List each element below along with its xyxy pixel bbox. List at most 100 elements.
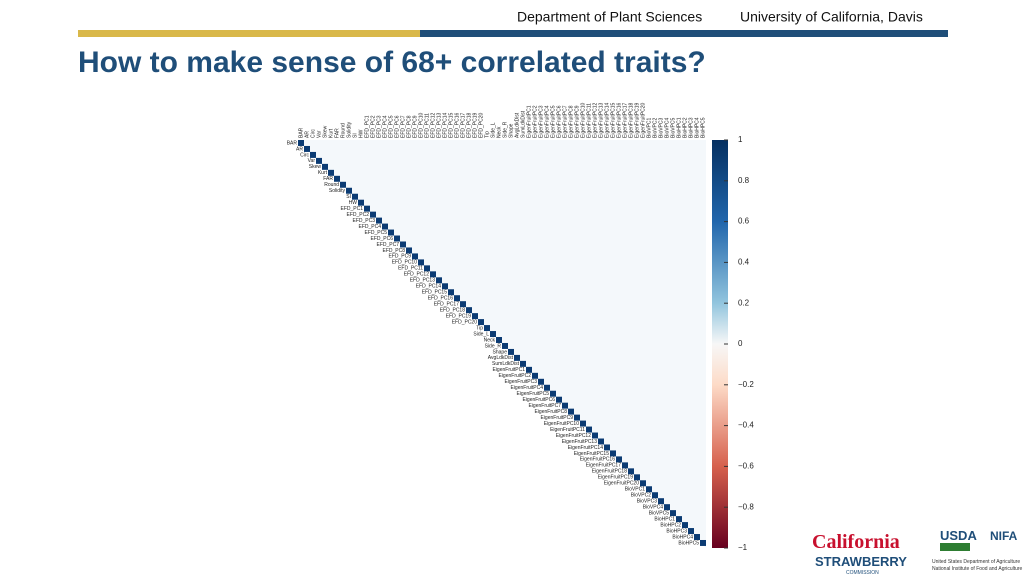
row-label: EFD_PC19 <box>446 313 472 319</box>
column-label: EFD_PC4 <box>382 115 388 138</box>
row-label: Neck <box>484 337 496 343</box>
column-label: EigenFruitPC7 <box>562 105 568 138</box>
column-label: Skew <box>322 125 328 138</box>
diagonal-cell <box>424 265 430 272</box>
row-label: Side_L <box>473 331 489 337</box>
row-label: EFD_PC14 <box>416 284 442 290</box>
column-label: EFD_PC10 <box>418 112 424 138</box>
diagonal-cell <box>304 145 310 152</box>
diagonal-cell <box>550 390 556 397</box>
row-label: EigenFruitPC5 <box>516 391 549 397</box>
column-label: Solidity <box>346 121 352 138</box>
column-label: EFD_PC11 <box>424 113 430 138</box>
row-label: BioVPC5 <box>649 510 670 516</box>
diagonal-cell <box>526 366 532 373</box>
column-label: BioHPC5 <box>700 117 706 138</box>
header-bar-blue <box>420 30 948 37</box>
diagonal-cell <box>298 140 304 146</box>
logo-text: National Institute of Food and Agricultu… <box>932 566 1023 572</box>
row-label: SumLdkDist <box>492 361 520 367</box>
row-label: EigenFruitPC3 <box>504 379 537 385</box>
row-label: Circ <box>300 152 309 158</box>
column-label: EigenFruitPC17 <box>622 102 628 138</box>
column-label: EFD_PC12 <box>430 112 436 138</box>
diagonal-cell <box>502 342 508 349</box>
colorbar-tick-label: 0.4 <box>738 258 750 267</box>
column-label: BioVPC3 <box>658 117 664 138</box>
colorbar-tick-label: −0.2 <box>738 380 754 389</box>
row-label: Side_R <box>485 343 502 349</box>
row-label: AR <box>296 146 303 152</box>
usda-swoosh <box>940 543 970 551</box>
row-label: EFD_PC9 <box>388 254 411 260</box>
column-label: EigenFruitPC15 <box>610 102 616 138</box>
slide-title: How to make sense of 68+ correlated trai… <box>78 46 706 79</box>
diagonal-cell <box>310 151 316 158</box>
column-label: EigenFruitPC14 <box>604 102 610 138</box>
diagonal-cell <box>454 295 460 302</box>
diagonal-cell <box>346 187 352 194</box>
diagonal-cell <box>640 480 646 487</box>
colorbar-tick-label: −0.6 <box>738 462 754 471</box>
university: University of California, Davis <box>740 9 923 25</box>
column-label: EigenFruitPC19 <box>634 102 640 138</box>
column-label: EigenFruitPC11 <box>586 103 592 138</box>
column-label: Kurt <box>328 128 334 138</box>
row-label: EigenFruitPC12 <box>556 433 592 439</box>
diagonal-cell <box>532 372 538 379</box>
diagonal-cell <box>568 408 574 415</box>
row-label: EigenFruitPC13 <box>562 439 598 445</box>
diagonal-cell <box>430 271 436 278</box>
row-label: Shape <box>493 349 508 355</box>
logos: California STRAWBERRY COMMISSION USDA NI… <box>812 528 1023 576</box>
column-label: EigenFruitPC8 <box>568 105 574 138</box>
diagonal-cell <box>520 360 526 367</box>
row-label: Round <box>324 182 339 188</box>
row-label: EFD_PC16 <box>428 296 454 302</box>
diagonal-cell <box>580 420 586 427</box>
row-label: EigenFruitPC11 <box>550 427 585 433</box>
row-label: SI <box>346 194 351 200</box>
column-label: EFD_PC20 <box>478 112 484 138</box>
row-label: EigenFruitPC19 <box>598 475 634 481</box>
diagonal-cell <box>508 348 514 355</box>
colorbar-tick-label: 0 <box>738 339 743 348</box>
correlation-figure: BARBARARARCircCircVarVarSkewSkewKurtKurt… <box>287 102 755 552</box>
row-label: EFD_PC10 <box>392 260 418 266</box>
row-label: FAR <box>323 176 333 182</box>
row-label: EigenFruitPC10 <box>544 421 580 427</box>
column-label: BioHPC4 <box>694 117 700 138</box>
row-label: BioVPC2 <box>631 493 652 499</box>
row-label: Solidity <box>329 188 346 194</box>
diagonal-cell <box>544 384 550 391</box>
diagonal-cell <box>466 307 472 314</box>
column-label: BAR <box>298 127 304 138</box>
row-label: EFD_PC11 <box>398 266 423 272</box>
diagonal-cell <box>340 181 346 188</box>
row-label: BAR <box>287 140 298 146</box>
row-label: Kurt <box>318 170 328 176</box>
diagonal-cell <box>562 402 568 409</box>
diagonal-cell <box>664 504 670 511</box>
column-label: BioVPC1 <box>646 117 652 138</box>
column-label: BioHPC1 <box>676 117 682 138</box>
diagonal-cell <box>484 325 490 332</box>
logo-text: United States Department of Agriculture <box>932 559 1020 565</box>
row-label: BioHPC1 <box>654 516 675 522</box>
column-label: EFD_PC16 <box>454 112 460 138</box>
row-label: EFD_PC6 <box>370 236 393 242</box>
row-label: BioHPC4 <box>672 534 693 540</box>
column-label: EFD_PC8 <box>406 115 412 138</box>
column-label: EigenFruitPC4 <box>544 105 550 138</box>
diagonal-cell <box>382 223 388 230</box>
row-label: EigenFruitPC8 <box>534 409 567 415</box>
column-label: EigenFruitPC6 <box>556 105 562 138</box>
colorbar-tick-label: 1 <box>738 135 743 144</box>
row-label: EFD_PC7 <box>376 242 399 248</box>
row-label: EigenFruitPC14 <box>568 445 604 451</box>
diagonal-cell <box>358 199 364 206</box>
diagonal-cell <box>688 528 694 535</box>
row-label: Var <box>308 158 316 164</box>
colorbar-tick-label: 0.6 <box>738 217 750 226</box>
column-label: SumLdkDist <box>520 110 526 138</box>
